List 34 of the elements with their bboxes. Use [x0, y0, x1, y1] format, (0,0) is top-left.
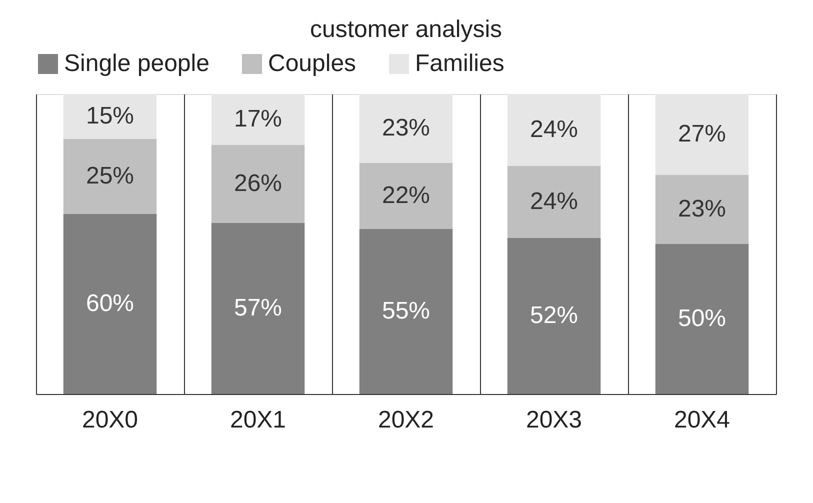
chart-title: customer analysis — [310, 16, 502, 43]
data-label: 25% — [86, 162, 134, 190]
bar — [359, 163, 453, 229]
data-label: 27% — [678, 120, 726, 148]
bar — [507, 238, 601, 394]
data-label: 23% — [382, 114, 430, 142]
x-tick-label: 20X0 — [82, 406, 138, 434]
data-label: 55% — [382, 298, 430, 324]
bar — [211, 145, 305, 223]
data-label: 26% — [234, 170, 282, 197]
x-tick-label: 20X3 — [526, 406, 582, 434]
bar — [507, 166, 601, 238]
bar — [655, 244, 749, 394]
data-label: 24% — [530, 116, 578, 143]
data-label: 24% — [530, 188, 578, 215]
bar — [63, 214, 157, 394]
x-tick-label: 20X1 — [230, 406, 286, 434]
data-label: 15% — [86, 102, 134, 130]
data-label: 22% — [382, 182, 430, 209]
data-label: 57% — [234, 294, 282, 322]
data-label: 60% — [86, 290, 134, 317]
legend-label: Families — [415, 50, 504, 77]
data-label: 23% — [678, 196, 726, 222]
bar — [655, 175, 749, 244]
data-label: 17% — [234, 106, 282, 132]
x-tick-label: 20X2 — [378, 406, 434, 434]
bar — [211, 223, 305, 394]
legend-label: Couples — [268, 50, 356, 77]
x-tick-label: 20X4 — [674, 406, 730, 434]
legend-label: Single people — [64, 50, 210, 77]
bar — [63, 139, 157, 214]
bar — [359, 229, 453, 394]
data-label: 52% — [530, 302, 578, 329]
data-label: 50% — [678, 305, 726, 332]
